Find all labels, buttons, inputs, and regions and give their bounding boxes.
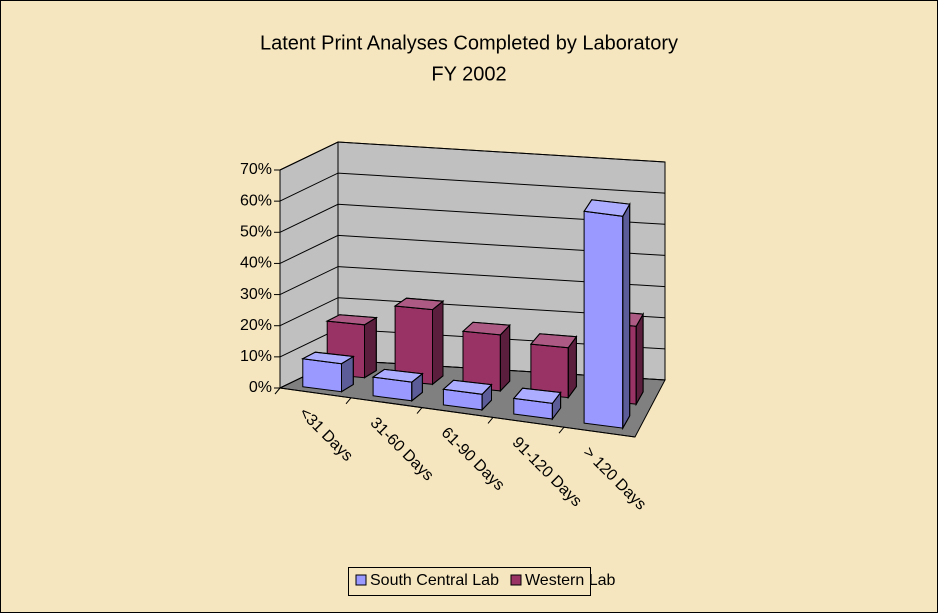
legend-swatch [510, 574, 522, 586]
bar [583, 199, 631, 430]
y-tick-label: 10% [240, 348, 272, 365]
y-tick-label: 60% [240, 192, 272, 209]
bar-top-shade [512, 387, 562, 404]
bar [393, 297, 445, 386]
bar-side-shade [499, 323, 511, 393]
grid-line [279, 141, 666, 171]
bar-top-shade [301, 351, 355, 365]
x-tick [416, 407, 423, 414]
x-axis [279, 387, 636, 438]
grid-line [279, 203, 666, 233]
legend-label: South Central Lab [370, 572, 499, 589]
bar-side-shade [432, 300, 444, 386]
x-tick [274, 387, 281, 395]
grid-line [279, 172, 666, 202]
grid-line [279, 297, 666, 327]
bar [461, 321, 511, 393]
chart-title: Latent Print Analyses Completed by Labor… [260, 32, 678, 54]
bar-top-shade [461, 321, 511, 336]
bar-top-shade [529, 333, 578, 349]
bar-top-shade [442, 379, 493, 395]
bar [371, 368, 424, 402]
bar [442, 379, 493, 412]
grid-line [279, 234, 666, 264]
y-tick-label: 70% [240, 161, 272, 178]
x-tick [558, 426, 565, 434]
y-tick-label: 20% [240, 317, 272, 334]
bar [301, 351, 355, 393]
bar-top-shade [325, 314, 378, 326]
bar-side-shade [364, 316, 377, 379]
y-tick-label: 50% [240, 224, 272, 241]
y-tick-label: 0% [249, 379, 272, 396]
chart-subtitle: FY 2002 [431, 63, 506, 85]
bar-side-shade [635, 312, 644, 407]
bar-front [302, 358, 342, 393]
bar-top-shade [583, 199, 631, 217]
y-tick-label: 30% [240, 286, 272, 303]
bar-top-shade [371, 368, 424, 383]
bar-side-shade [622, 202, 631, 430]
x-tick [345, 397, 352, 405]
x-tick [487, 417, 494, 424]
bar [529, 333, 578, 400]
grid-line [279, 266, 666, 296]
bar [512, 387, 562, 421]
legend-label: Western Lab [525, 572, 616, 589]
legend: South Central Lab Western Lab [348, 567, 616, 596]
legend-swatch [355, 574, 367, 586]
y-tick-label: 40% [240, 255, 272, 272]
bar-top-shade [393, 297, 445, 311]
bar-front [583, 210, 624, 429]
legend-box [348, 567, 591, 596]
